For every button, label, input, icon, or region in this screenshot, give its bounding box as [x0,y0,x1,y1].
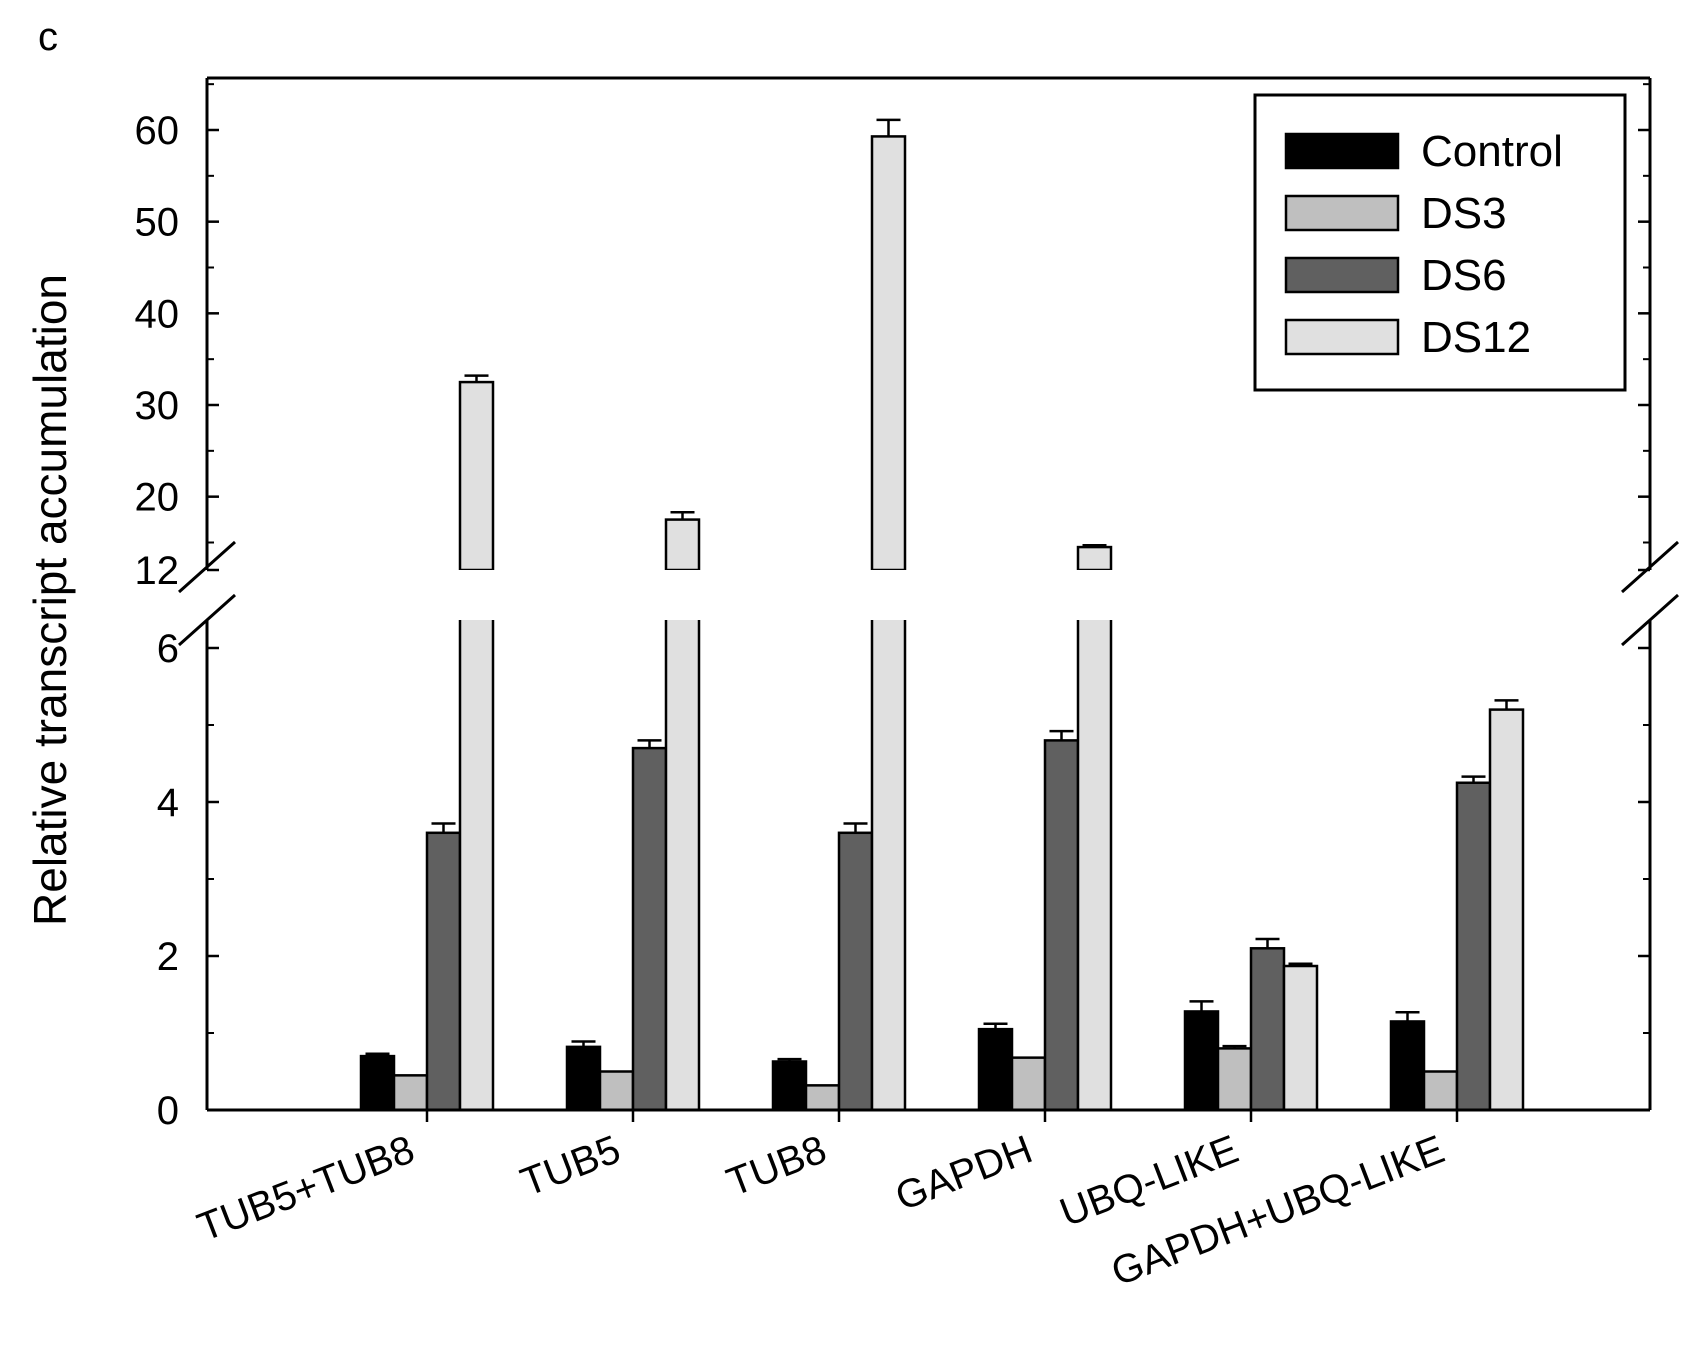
y-tick-label: 30 [135,384,180,428]
bar-control-tub5 [565,1045,602,1112]
y-tick-label: 12 [135,549,180,593]
bar-ds12-gapdh-ubq-like [1488,708,1525,1112]
panel-label: c [38,15,58,59]
axis-break-mark-left-bottom [178,593,236,647]
bar-ds6-tub5 [631,746,668,1112]
y-tick-label: 2 [157,935,179,979]
axis-break-mark-right-bottom [1621,593,1679,647]
bar-ds3-tub5 [598,1070,635,1112]
bar-ds12-gapdh-upper [1076,545,1113,572]
legend-label-ds12: DS12 [1421,313,1531,362]
y-tick-label: 50 [135,201,180,245]
bar-ds12-ubq-like [1282,964,1319,1112]
x-category-label: GAPDH+UBQ-LIKE [1106,1127,1451,1294]
y-tick-label: 40 [135,292,180,336]
bar-ds12-gapdh-lower [1076,600,1113,1112]
x-category-label: TUB8 [721,1127,832,1205]
axis-break-mark-left-top [178,540,236,594]
bar-ds3-tub8 [804,1084,841,1112]
bar-ds3-ubq-like [1216,1047,1253,1112]
legend-label-control: Control [1421,127,1563,176]
bar-control-tub8 [771,1060,808,1112]
axis-break-gap [147,570,1682,620]
bar-ds12-tub5-lower [664,600,701,1112]
bar-ds12-tub5-tub8-upper [458,380,495,572]
bar-control-gapdh [977,1027,1014,1112]
legend-swatch-ds12 [1284,318,1400,356]
axis-break-mark-right-top [1621,540,1679,594]
bar-ds6-ubq-like [1249,947,1286,1112]
x-category-label: GAPDH [890,1127,1039,1219]
bar-ds12-tub8-upper [870,135,907,572]
y-tick-label: 60 [135,109,180,153]
bar-control-ubq-like [1183,1010,1220,1112]
bar-ds3-gapdh-ubq-like [1422,1070,1459,1112]
y-tick-label: 6 [157,627,179,671]
bar-ds6-tub8 [837,831,874,1112]
y-tick-label: 20 [135,476,180,520]
bar-ds3-tub5-tub8 [392,1074,429,1112]
bar-ds6-tub5-tub8 [425,831,462,1112]
bar-ds6-gapdh [1043,739,1080,1112]
legend-swatch-ds6 [1284,256,1400,294]
bar-ds12-tub8-lower [870,600,907,1112]
y-tick-label: 0 [157,1089,179,1133]
bar-ds6-gapdh-ubq-like [1455,781,1492,1112]
y-axis-label: Relative transcript accumulation [24,274,76,926]
legend-swatch-ds3 [1284,194,1400,232]
bar-ds12-tub5-upper [664,518,701,572]
legend-label-ds3: DS3 [1421,189,1507,238]
x-category-label: TUB5 [515,1127,626,1205]
x-category-label: TUB5+TUB8 [192,1127,420,1250]
bar-control-gapdh-ubq-like [1389,1020,1426,1112]
bar-ds12-tub5-tub8-lower [458,600,495,1112]
y-tick-label: 4 [157,781,179,825]
legend-label-ds6: DS6 [1421,251,1507,300]
bar-control-tub5-tub8 [359,1054,396,1112]
bar-ds3-gapdh [1010,1056,1047,1112]
legend-swatch-control [1284,132,1400,170]
